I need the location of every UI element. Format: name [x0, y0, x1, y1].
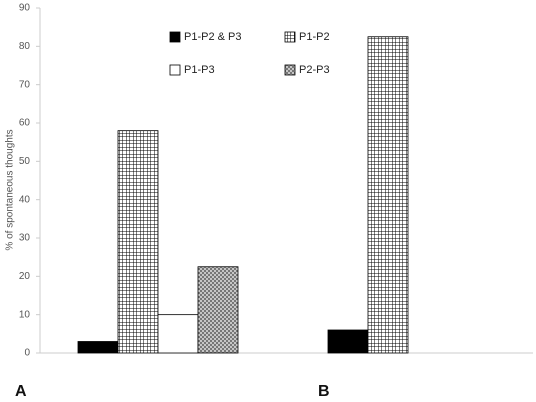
- y-axis-label: % of spontaneous thoughts: [5, 129, 16, 250]
- panel-label: B: [318, 383, 330, 400]
- y-tick-label: 0: [24, 348, 30, 359]
- y-tick-label: 20: [19, 271, 31, 282]
- y-tick-label: 80: [19, 41, 31, 52]
- y-tick-label: 60: [19, 118, 31, 129]
- legend-label: P2-P3: [299, 64, 330, 76]
- y-tick-label: 70: [19, 79, 31, 90]
- bar: [77, 341, 119, 354]
- bar: [367, 36, 409, 354]
- y-tick-label: 90: [19, 3, 31, 14]
- y-tick-label: 30: [19, 233, 31, 244]
- panel-label: A: [15, 383, 27, 400]
- legend-swatch: [169, 31, 181, 43]
- y-tick-label: 50: [19, 156, 31, 167]
- legend-swatch: [169, 64, 181, 76]
- legend-label: P1-P2 & P3: [184, 31, 241, 43]
- legend-label: P1-P2: [299, 31, 330, 43]
- legend-label: P1-P3: [184, 64, 215, 76]
- bar: [157, 314, 199, 354]
- y-tick-label: 10: [19, 309, 31, 320]
- bar: [197, 266, 239, 354]
- legend-swatch: [284, 64, 296, 76]
- bar: [117, 130, 159, 354]
- bar: [327, 329, 369, 354]
- legend-swatch: [284, 31, 296, 43]
- y-tick-label: 40: [19, 194, 31, 205]
